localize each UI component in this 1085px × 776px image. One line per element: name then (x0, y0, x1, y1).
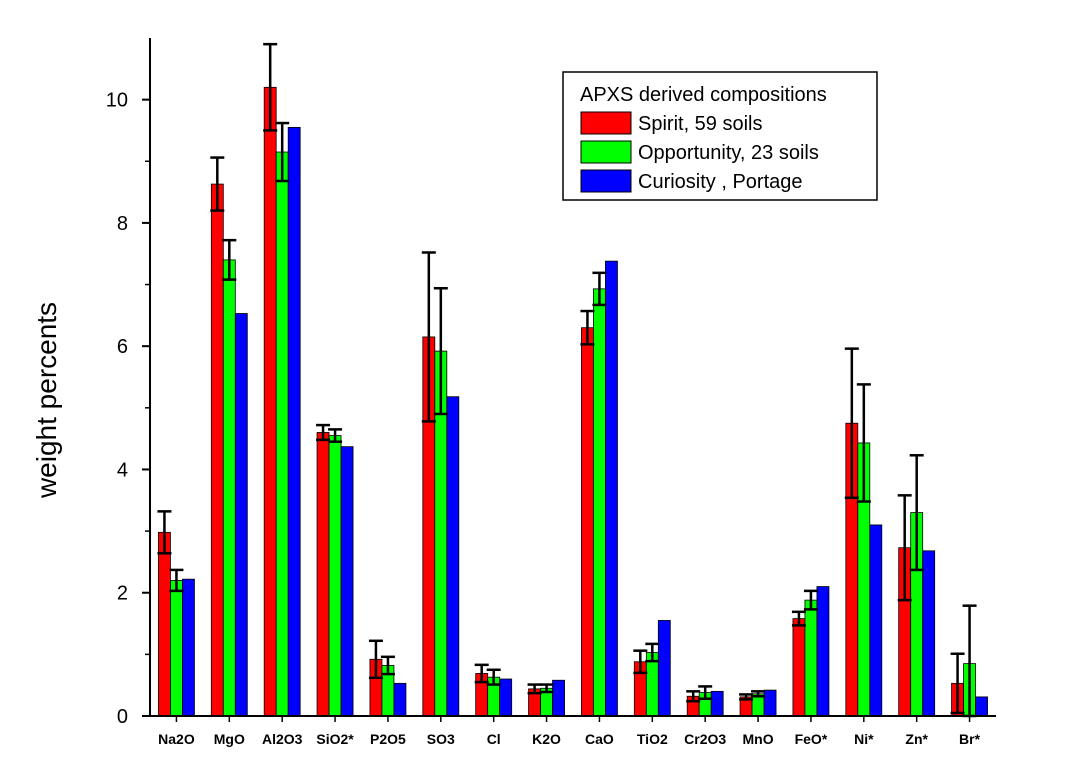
y-axis-title: weight percents (31, 302, 62, 499)
bar (922, 550, 936, 717)
bar (710, 690, 724, 717)
x-tick-label: P2O5 (370, 731, 406, 747)
bar (499, 678, 513, 717)
bar (393, 682, 407, 717)
bar (263, 86, 277, 717)
bar (340, 446, 354, 717)
bar (816, 586, 830, 717)
bar (869, 524, 883, 717)
bar (581, 327, 594, 717)
y-tick-label: 8 (117, 213, 128, 235)
bar (446, 396, 460, 717)
legend-swatch (580, 111, 632, 135)
legend-swatch (580, 140, 632, 164)
x-tick-label: Ni* (854, 731, 874, 747)
bar (234, 313, 248, 717)
legend-label: Opportunity, 23 soils (638, 142, 819, 164)
x-tick-label: Zn* (905, 731, 928, 747)
legend-label: Curiosity , Portage (638, 171, 803, 193)
bar (552, 679, 565, 717)
legend: APXS derived compositions Spirit, 59 soi… (562, 71, 878, 201)
error-bars-layer (157, 42, 977, 718)
x-tick-label: FeO* (795, 731, 828, 747)
legend-title: APXS derived compositions (580, 84, 827, 106)
y-tick-label: 2 (117, 583, 128, 605)
bar (287, 126, 301, 717)
x-tick-label: SiO2* (316, 731, 354, 747)
bar (222, 259, 236, 717)
bar (804, 599, 818, 717)
y-tick-label: 0 (117, 706, 128, 728)
axes (149, 38, 996, 717)
y-tick-label: 6 (117, 336, 128, 358)
legend-label: Spirit, 59 soils (638, 113, 763, 135)
bar (275, 151, 289, 717)
legend-swatch (580, 169, 632, 193)
x-tick-label: Na2O (158, 731, 195, 747)
bar (657, 620, 671, 717)
x-tick-label: TiO2 (637, 731, 668, 747)
bar (328, 435, 342, 717)
bar (975, 696, 988, 717)
x-tick-labels: Na2O MgO Al2O3 SiO2* P2O5 SO3 Cl K2O CaO TiO2 Cr2O… (158, 716, 981, 747)
x-tick-label: MgO (214, 731, 245, 747)
x-tick-label: Cr2O3 (684, 731, 726, 747)
x-tick-label: Cl (487, 731, 501, 747)
bar (763, 689, 777, 717)
x-tick-label: SO3 (427, 731, 455, 747)
y-ticks: 0 2 4 6 8 10 (106, 90, 150, 728)
x-tick-label: K2O (532, 731, 561, 747)
bar (605, 260, 618, 717)
bar (158, 531, 171, 717)
y-tick-label: 4 (117, 459, 128, 481)
x-tick-label: MnO (743, 731, 774, 747)
x-tick-label: Al2O3 (262, 731, 303, 747)
bar (182, 578, 195, 717)
bar (316, 432, 330, 717)
bar (593, 288, 606, 717)
x-tick-label: CaO (585, 731, 614, 747)
x-tick-label: Br* (959, 731, 981, 747)
legend-items: Spirit, 59 soils Opportunity, 23 soils Cur… (580, 111, 819, 193)
bar (210, 183, 224, 717)
y-tick-label: 10 (106, 90, 128, 112)
bar (170, 580, 183, 717)
bar (792, 618, 806, 717)
